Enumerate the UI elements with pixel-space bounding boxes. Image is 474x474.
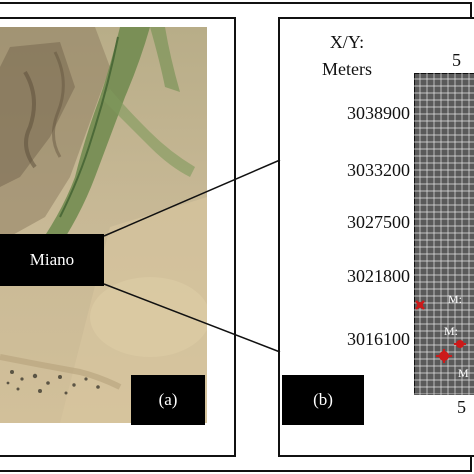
y-tick-label: 3038900: [347, 103, 410, 123]
well-label: M:: [448, 292, 462, 306]
y-tick-label: 3021800: [347, 266, 410, 286]
y-tick-label: 3033200: [347, 160, 410, 180]
axis-title-line1: X/Y:: [329, 32, 365, 52]
x-tick-label-top: 5: [452, 50, 461, 70]
axis-title-line2: Meters: [322, 59, 372, 79]
well-marker-icon: [454, 340, 466, 348]
y-tick-label: 3027500: [347, 212, 410, 232]
miano-label-text: Miano: [29, 250, 75, 269]
well-label: M:: [444, 324, 458, 338]
well-marker-icon: [436, 349, 452, 363]
panel-b-label-text: (b): [313, 390, 333, 409]
y-tick-label: 3016100: [347, 329, 410, 349]
miano-location-label: Miano: [0, 234, 104, 286]
panel-a-label-text: (a): [158, 390, 178, 409]
grid-map: M: M: M: [414, 73, 474, 395]
well-label: M: [458, 366, 469, 380]
panel-b-label: (b): [282, 375, 364, 425]
well-marker-icon: [415, 300, 425, 310]
x-tick-label-bottom: 5: [457, 397, 466, 417]
satellite-map: [0, 27, 207, 423]
panel-a-label: (a): [131, 375, 205, 425]
